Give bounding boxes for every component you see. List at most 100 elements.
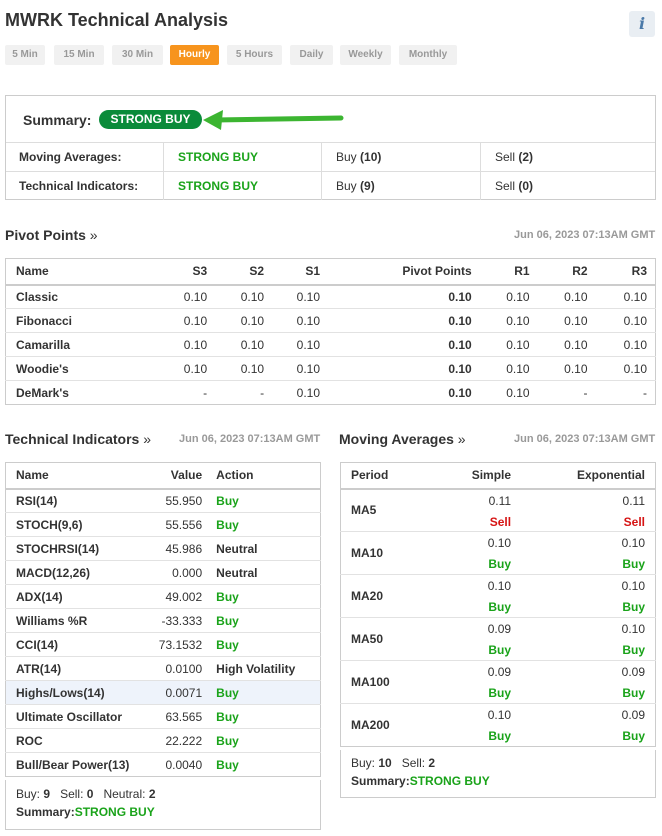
tab-30-min[interactable]: 30 Min [112,45,163,65]
pivot-header: S1 [272,258,328,286]
ti-action: Neutral [216,536,321,561]
moving-averages-title[interactable]: Moving Averages » [339,431,466,447]
tab-5-hours[interactable]: 5 Hours [227,45,282,65]
technical-indicators-date: Jun 06, 2023 07:13AM GMT [179,433,321,445]
pivot-cell: 0.10 [272,356,328,381]
tab-15-min[interactable]: 15 Min [54,45,104,65]
pivot-cell: 0.10 [215,356,273,381]
pivot-header: R3 [595,258,656,286]
summary-row-label: Technical Indicators: [19,179,139,193]
ti-value: 45.986 [130,536,217,561]
info-icon[interactable]: i [629,11,655,37]
ti-action: Buy [216,608,321,633]
ma-period: MA5 [340,488,431,532]
pivot-cell: 0.10 [479,308,538,333]
pivot-points-date: Jun 06, 2023 07:13AM GMT [514,229,656,241]
ti-value: 73.1532 [130,632,217,657]
page-title: MWRK Technical Analysis [5,10,229,30]
pivot-cell: 0.10 [328,332,480,357]
ma-exponential: 0.10 Buy [521,531,656,575]
ti-action: Buy [216,584,321,609]
table-row: Bull/Bear Power(13) 0.0040 Buy [6,753,321,777]
summary-row-signal: STRONG BUY [178,150,259,164]
ma-exponential: 0.09 Buy [621,708,645,743]
ma-simple: 0.09 Buy [430,660,522,704]
ma-header: Period [340,462,431,490]
ma-period: MA100 [340,660,431,704]
ti-name: ADX(14) [5,584,131,609]
pivot-cell: 0.10 [296,385,320,400]
ti-header: Value [130,462,217,490]
ti-value: 63.565 [130,704,217,729]
tab-daily[interactable]: Daily [290,45,333,65]
ma-period: MA20 [340,574,431,618]
table-row: Woodie's 0.10 0.10 0.10 0.10 0.10 0.10 0… [5,356,656,381]
tab-weekly[interactable]: Weekly [340,45,391,65]
ti-action: Buy [216,757,239,772]
pivot-header: Pivot Points [328,258,480,286]
pivot-cell: 0.10 [479,356,538,381]
ti-name: ROC [5,728,131,753]
table-row: MA20 0.10 Buy 0.10 Buy [340,574,656,618]
pivot-points-title[interactable]: Pivot Points » [5,227,98,243]
ti-value: 0.000 [130,560,217,585]
ma-period: MA200 [351,718,390,732]
table-row: CCI(14) 73.1532 Buy [5,632,321,657]
pivot-cell: - [643,385,647,400]
pivot-cell: 0.10 [537,356,596,381]
ti-name: MACD(12,26) [5,560,131,585]
tab-5-min[interactable]: 5 Min [5,45,45,65]
table-row: MACD(12,26) 0.000 Neutral [5,560,321,585]
ti-value: -33.333 [130,608,217,633]
table-row: ATR(14) 0.0100 High Volatility [5,656,321,681]
summary-row-moving-averages: Moving Averages: STRONG BUY Buy (10) Sel… [6,142,655,171]
tab-hourly[interactable]: Hourly [170,45,219,65]
pivot-cell: 0.10 [595,308,656,333]
technical-indicators-title[interactable]: Technical Indicators » [5,431,152,447]
ti-value: 0.0071 [130,680,217,705]
ma-period: MA50 [340,617,431,661]
moving-averages-footer: Buy: 10 Sell: 2 Summary:STRONG BUY [340,750,656,798]
pivot-cell: 0.10 [595,332,656,357]
ma-header-row: Period Simple Exponential [340,462,656,490]
ma-counts: Buy: 10 Sell: 2 [351,756,436,770]
ti-name: STOCHRSI(14) [5,536,131,561]
summary-row-label: Moving Averages: [19,150,122,164]
ti-header: Action [216,462,321,490]
pivot-name: Classic [5,284,118,309]
ma-summary: Summary:STRONG BUY [351,774,490,788]
summary-row-buy: Buy (10) [336,150,382,164]
pivot-header-row: Name S3 S2 S1 Pivot Points R1 R2 R3 [5,258,656,286]
table-row: MA10 0.10 Buy 0.10 Buy [340,531,656,575]
ma-exponential: 0.11 Sell [521,488,656,532]
tab-monthly[interactable]: Monthly [399,45,457,65]
pivot-header: R1 [479,258,538,286]
ti-header: Name [5,462,131,490]
summary-badge: STRONG BUY [99,110,202,129]
ti-summary: Summary:STRONG BUY [16,805,155,819]
ti-value: 0.0040 [165,757,203,772]
table-row: MA100 0.09 Buy 0.09 Buy [340,660,656,704]
ti-name: CCI(14) [5,632,131,657]
ma-simple: 0.10 Buy [430,574,522,618]
moving-averages-table: Period Simple Exponential MA5 0.11 Sell 0… [340,462,656,747]
ti-header-row: Name Value Action [5,462,321,490]
table-row: DeMark's - - 0.10 0.10 0.10 - - [6,381,656,405]
table-row: ADX(14) 49.002 Buy [5,584,321,609]
pivot-cell: 0.10 [537,332,596,357]
table-row: Ultimate Oscillator 63.565 Buy [5,704,321,729]
summary-row-buy: Buy (9) [336,179,375,193]
pivot-header: Name [5,258,118,286]
summary-row-sell: Sell (0) [495,179,534,193]
pivot-cell: 0.10 [448,385,472,400]
pivot-cell: - [583,385,588,400]
summary-row-technical-indicators: Technical Indicators: STRONG BUY Buy (9)… [6,171,655,200]
pivot-cell: 0.10 [595,356,656,381]
pivot-cell: 0.10 [117,332,216,357]
ti-action: Buy [216,512,321,537]
pivot-cell: 0.10 [537,284,596,309]
ma-simple: 0.09 Buy [430,617,522,661]
summary-row-sell: Sell (2) [495,150,534,164]
technical-indicators-footer: Buy: 9 Sell: 0 Neutral: 2 Summary:STRONG… [5,780,321,830]
ma-header: Exponential [521,462,656,490]
